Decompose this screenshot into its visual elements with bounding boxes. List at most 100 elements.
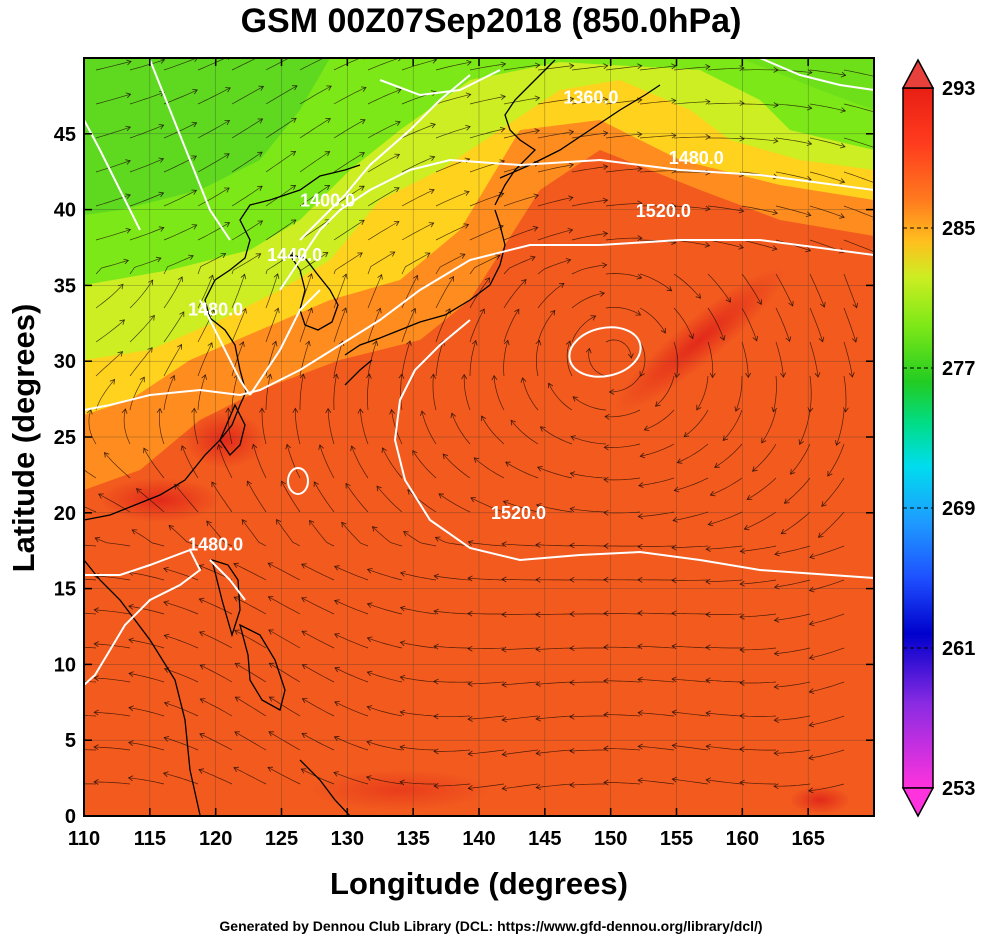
streamline: [503, 64, 540, 71]
streamline: [269, 696, 301, 717]
streamline-arrowhead: [501, 785, 508, 792]
x-tick-label: 135: [396, 828, 429, 850]
streamline: [401, 59, 437, 71]
colorbar-tick-label: 253: [942, 778, 975, 800]
streamline: [775, 273, 794, 307]
streamline: [432, 374, 437, 411]
streamline: [569, 681, 606, 684]
streamline: [268, 562, 301, 581]
streamline: [469, 225, 504, 241]
streamline: [639, 65, 676, 71]
streamline: [334, 701, 369, 717]
streamline: [639, 307, 666, 334]
streamline: [672, 778, 709, 785]
streamline: [268, 596, 301, 615]
streamline-arrowhead: [671, 643, 677, 650]
streamline-arrowhead: [637, 63, 643, 70]
streamline-arrowhead: [637, 643, 643, 650]
streamline-arrowhead: [234, 696, 241, 702]
streamline: [84, 469, 97, 479]
streamline: [774, 579, 811, 588]
streamline: [588, 348, 607, 377]
y-tick-label: 15: [54, 579, 76, 601]
streamline: [570, 472, 607, 479]
streamline-arrowhead: [499, 126, 506, 133]
streamline: [522, 377, 539, 411]
streamline-arrowhead: [743, 524, 750, 531]
streamline: [265, 308, 279, 343]
streamline-arrowhead: [568, 96, 575, 103]
streamline-arrowhead: [125, 159, 131, 165]
streamline-arrowhead: [565, 340, 572, 347]
streamline-arrowhead: [734, 406, 740, 412]
streamline: [502, 749, 539, 755]
streamline-arrowhead: [158, 226, 165, 232]
streamline: [809, 545, 845, 558]
streamline-arrowhead: [366, 636, 373, 643]
streamline-arrowhead: [464, 190, 470, 196]
streamline: [571, 315, 596, 343]
streamline: [571, 98, 608, 105]
streamline-arrowhead: [433, 643, 439, 650]
streamline-arrowhead: [568, 195, 574, 202]
streamline: [129, 124, 164, 139]
streamline-arrowhead: [126, 59, 132, 66]
streamline: [333, 220, 365, 241]
contour-label: 1480.0: [188, 300, 243, 320]
streamline-arrowhead: [60, 713, 64, 718]
streamline: [400, 746, 437, 751]
streamline-arrowhead: [117, 351, 124, 357]
streamline: [231, 185, 263, 207]
streamline-arrowhead: [501, 611, 507, 618]
streamline: [683, 409, 709, 437]
streamline: [739, 681, 777, 684]
streamline-arrowhead: [450, 412, 457, 419]
streamline: [234, 731, 267, 751]
streamline: [94, 781, 131, 785]
x-tick-label: 115: [134, 828, 166, 850]
streamline: [367, 58, 401, 71]
streamline-arrowhead: [273, 273, 280, 279]
streamline-arrowhead: [299, 373, 306, 380]
streamline: [193, 408, 199, 445]
streamline: [604, 680, 641, 683]
streamline: [603, 748, 641, 751]
streamline-arrowhead: [128, 637, 134, 644]
streamline-arrowhead: [520, 377, 527, 383]
streamline-arrowhead: [430, 373, 437, 379]
streamline-arrowhead: [234, 662, 241, 668]
streamline: [265, 151, 296, 173]
streamline: [163, 568, 199, 581]
streamline-arrowhead: [705, 578, 711, 585]
streamline: [334, 600, 369, 615]
streamline-arrowhead: [789, 469, 796, 475]
x-tick-label: 145: [528, 828, 561, 850]
streamline: [433, 680, 471, 683]
streamline-arrowhead: [241, 519, 248, 525]
streamline-arrowhead: [301, 732, 308, 738]
streamline-arrowhead: [334, 701, 340, 707]
streamline: [468, 749, 505, 755]
streamline: [163, 344, 182, 377]
streamline: [231, 253, 261, 275]
streamline-arrowhead: [326, 85, 332, 91]
streamline-arrowhead: [467, 680, 473, 687]
streamline-arrowhead: [590, 315, 597, 321]
streamline: [128, 605, 165, 615]
streamline-arrowhead: [428, 222, 435, 228]
streamline-arrowhead: [158, 157, 165, 163]
axes: 110 115 120 125 130 135 140 145 150 155 160 165 0 5 10…: [54, 58, 874, 850]
streamline: [843, 171, 874, 184]
streamline: [708, 137, 745, 140]
streamline-arrowhead: [274, 307, 280, 314]
streamline-arrowhead: [602, 231, 609, 237]
streamline: [164, 635, 199, 649]
streamline: [469, 96, 506, 105]
streamline-arrowhead: [376, 307, 382, 314]
streamline: [401, 252, 431, 275]
streamline: [367, 221, 400, 241]
streamline-arrowhead: [199, 698, 206, 704]
streamline: [163, 601, 199, 615]
streamline-arrowhead: [603, 543, 609, 549]
streamline-arrowhead: [158, 191, 165, 198]
